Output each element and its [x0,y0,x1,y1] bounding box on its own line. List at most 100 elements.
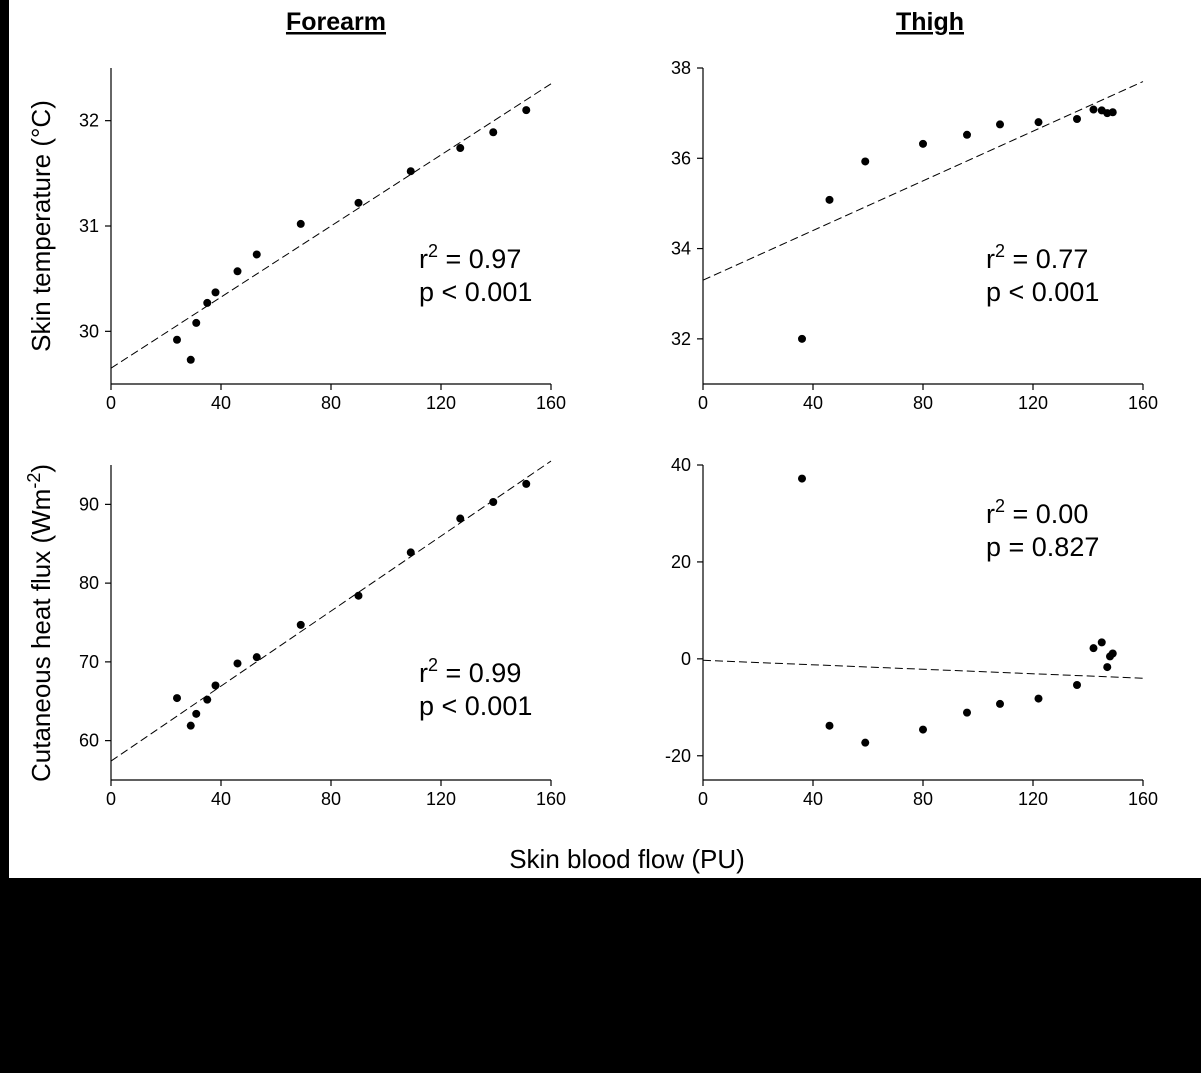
regression-line [110,460,552,762]
r-squared-superscript: 2 [428,655,438,675]
x-tick-label: 0 [698,393,708,413]
data-point [252,250,261,259]
r-squared-superscript: 2 [995,496,1005,516]
data-point [406,167,415,176]
r-squared-prefix: r [986,499,995,529]
x-tick-label: 40 [803,789,823,809]
data-point [963,130,971,139]
y-tick-label: 40 [671,455,691,475]
y-axis-title-heat-flux: Cutaneous heat flux (Wm-2) [24,464,56,782]
data-point [186,721,195,730]
data-point [522,479,531,488]
data-point [456,514,465,523]
panel-thigh-heat-flux: 0 40 80 120 160 -20 0 20 40 r2 = 0.00p = 0.827 [665,455,1158,809]
panel-forearm-heat-flux: 0 40 80 120 160 60 70 80 90 r2 = 0.99p < 0.001 [79,460,566,809]
regression-line [110,83,552,369]
r-squared-label: r2 = 0.99 [419,655,521,688]
x-tick-label: 40 [211,789,231,809]
data-point [825,195,834,204]
data-point [406,548,415,557]
data-point [296,620,305,629]
x-tick-label: 80 [321,789,341,809]
r-squared-superscript: 2 [428,241,438,261]
data-point [522,106,531,115]
x-tick-label: 0 [106,789,116,809]
r-squared-prefix: r [419,244,428,274]
data-point [252,653,261,662]
data-point [861,157,870,166]
x-tick-label: 40 [211,393,231,413]
data-point [173,694,181,703]
figure-panel: Forearm Thigh Skin temperature (°C) Cuta… [9,0,1201,878]
data-point [919,139,927,148]
data-point [203,298,212,307]
data-point [489,498,498,507]
x-tick-label: 80 [913,789,933,809]
r-squared-value: = 0.99 [438,658,521,688]
r-squared-prefix: r [986,244,995,274]
p-value-label: p < 0.001 [419,277,532,307]
data-point [173,335,181,344]
y-tick-label: 30 [79,321,99,341]
x-tick-label: 80 [913,393,933,413]
panel-thigh-temperature: 0 40 80 120 160 32 34 36 38 r2 = 0.77p < 0.001 [671,58,1158,413]
data-point [1103,663,1112,672]
x-axis-title: Skin blood flow (PU) [509,844,745,874]
data-point [233,267,242,276]
y-tick-label: 32 [671,329,691,349]
data-point [963,708,971,717]
y-tick-label: 31 [79,216,99,236]
data-point [1108,649,1117,658]
y-tick-label: 90 [79,494,99,514]
x-tick-label: 0 [698,789,708,809]
data-point [1034,118,1043,127]
r-squared-label: r2 = 0.97 [419,241,521,274]
data-point [192,318,201,327]
y-tick-label: 36 [671,148,691,168]
data-point [186,355,195,364]
y-tick-label: 70 [79,652,99,672]
y-tick-label: 0 [681,649,691,669]
column-title-thigh: Thigh [896,8,964,36]
r-squared-superscript: 2 [995,241,1005,261]
r-squared-prefix: r [419,658,428,688]
data-point [919,725,927,734]
y-axis-title-heat-flux-main: Cutaneous heat flux (Wm [26,489,56,782]
x-tick-label: 120 [426,393,456,413]
data-point [1073,681,1081,690]
data-point [456,144,465,153]
data-point [996,699,1004,708]
data-point [825,721,834,730]
y-tick-label: -20 [665,746,691,766]
y-tick-label: 34 [671,239,691,259]
y-axis-title-heat-flux-end: ) [26,464,56,473]
p-value-label: p < 0.001 [419,691,532,721]
data-point [192,709,201,718]
data-point [1097,638,1106,647]
data-point [996,120,1004,129]
y-tick-label: 32 [79,111,99,131]
data-point [1089,644,1098,653]
r-squared-label: r2 = 0.00 [986,496,1088,529]
x-tick-label: 120 [1018,393,1048,413]
regression-line [702,81,1144,281]
x-tick-label: 40 [803,393,823,413]
y-axis-title-heat-flux-sup: -2 [24,473,44,489]
regression-line [702,659,1144,679]
r-squared-label: r2 = 0.77 [986,241,1088,274]
r-squared-value: = 0.97 [438,244,521,274]
data-point [211,288,220,297]
y-tick-label: 20 [671,552,691,572]
p-value-label: p = 0.827 [986,532,1099,562]
y-tick-label: 80 [79,573,99,593]
data-point [203,695,212,704]
figure-svg: Forearm Thigh Skin temperature (°C) Cuta… [24,8,1158,874]
data-point [798,334,806,343]
x-tick-label: 80 [321,393,341,413]
data-point [1073,115,1081,124]
data-point [861,738,870,747]
r-squared-value: = 0.77 [1005,244,1088,274]
x-tick-label: 160 [536,393,566,413]
x-tick-label: 120 [426,789,456,809]
data-point [1089,105,1098,114]
